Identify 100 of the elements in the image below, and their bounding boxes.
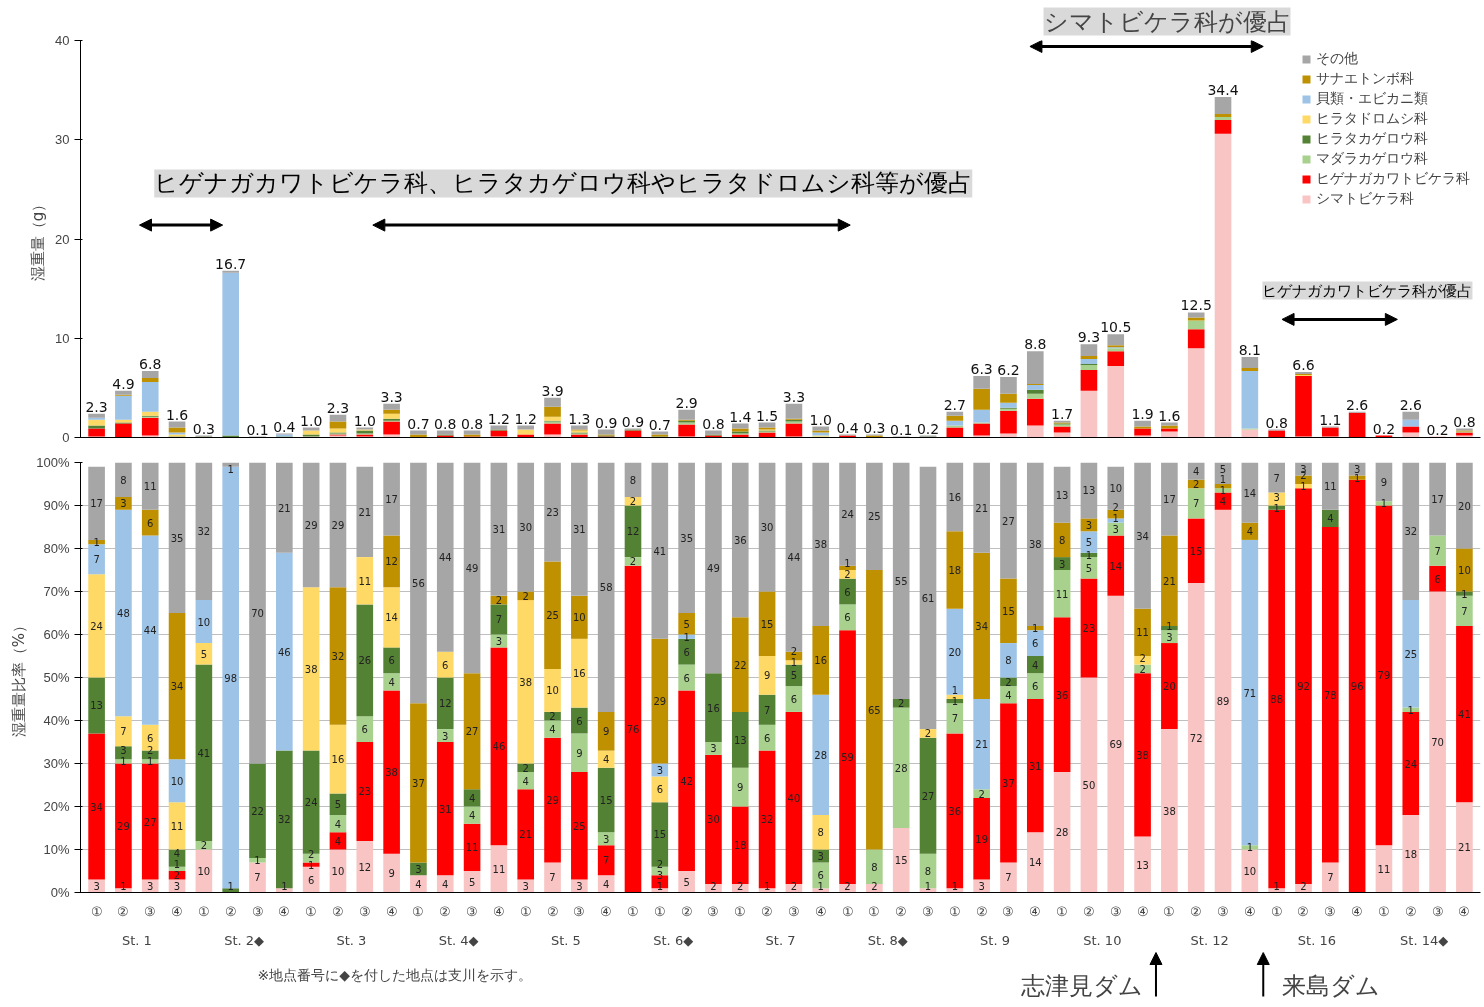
total-label: 1.9 (1131, 405, 1154, 422)
data-label: 27 (143, 816, 157, 828)
data-label: 28 (1055, 827, 1069, 839)
x-tick-label: ③ (1217, 903, 1230, 919)
data-label: 5 (200, 648, 208, 660)
data-label: 9 (602, 726, 610, 738)
data-label: 7 (1434, 545, 1441, 557)
data-label: 10 (331, 866, 345, 877)
total-label: 2.3 (85, 398, 108, 415)
data-label: 4 (442, 878, 449, 890)
data-label: 44 (787, 552, 801, 564)
data-label: 78 (1323, 689, 1337, 701)
data-label: 69 (1109, 739, 1123, 751)
x-tick-label: ① (653, 903, 666, 919)
data-label: 42 (680, 775, 693, 787)
text: St. 14◆ (1400, 932, 1449, 948)
x-tick-label: ③ (707, 903, 720, 919)
data-label: 3 (656, 764, 663, 776)
x-tick-label: ① (1163, 903, 1176, 919)
data-label: 55 (894, 575, 908, 587)
text: St. 12 (1190, 932, 1229, 948)
x-tick-label: ④ (1029, 903, 1042, 919)
total-label: 1.7 (1050, 405, 1074, 422)
data-label: 2 (307, 848, 315, 860)
x-tick-label: ① (841, 903, 854, 919)
data-label: 2 (1005, 676, 1012, 688)
data-label: 1 (1273, 880, 1280, 892)
data-label: 32 (1404, 526, 1418, 538)
data-label: 58 (599, 582, 613, 594)
x-tick-label: ① (412, 903, 425, 919)
y-tick-label: 50% (43, 670, 70, 685)
data-label: 5 (1085, 562, 1093, 574)
data-label: 6 (361, 724, 368, 736)
data-label: 7 (549, 872, 556, 884)
x-tick-label: ③ (1109, 903, 1122, 919)
y-tick-label: 100% (36, 455, 70, 470)
data-label: 2 (549, 711, 556, 723)
data-label: 8 (871, 861, 878, 873)
text: St. 7 (765, 932, 796, 948)
data-label: 25 (546, 610, 559, 622)
text: 来島ダム (1282, 971, 1381, 1000)
y-tick-label: 80% (43, 541, 70, 556)
x-tick-label: ④ (385, 903, 398, 919)
total-label: 6.8 (139, 356, 162, 372)
x-tick-label: ③ (251, 903, 264, 919)
data-label: 34 (975, 620, 989, 632)
data-label: 2 (1139, 663, 1146, 675)
x-tick-label: ① (519, 903, 532, 919)
data-label: 15 (599, 795, 613, 807)
data-label: 24 (1404, 758, 1418, 770)
data-label: 13 (733, 734, 747, 746)
data-label: 13 (1055, 489, 1069, 501)
y-tick-label: 60% (43, 627, 70, 642)
data-label: 89 (1216, 696, 1230, 708)
data-label: 7 (763, 704, 771, 716)
data-label: 92 (1297, 681, 1310, 693)
data-label: 2 (1300, 470, 1307, 482)
total-label: 0.1 (890, 421, 913, 438)
data-label: 1 (817, 880, 824, 892)
total-label: 0.8 (702, 415, 725, 432)
data-label: 10 (572, 612, 586, 624)
data-label: 7 (1461, 605, 1468, 617)
x-tick-label: ③ (358, 903, 371, 919)
total-label: 0.2 (1426, 421, 1449, 438)
data-label: 1 (790, 657, 798, 669)
data-label: 30 (760, 522, 774, 533)
data-label: 10 (1243, 866, 1257, 877)
data-label: 25 (1404, 648, 1418, 660)
data-label: 2 (495, 595, 503, 607)
data-label: 1 (254, 855, 261, 867)
data-label: 4 (549, 724, 556, 736)
data-label: 3 (522, 880, 529, 892)
data-label: 1 (1219, 474, 1227, 486)
data-label: 7 (1273, 472, 1280, 484)
data-label: 17 (1163, 494, 1176, 506)
data-label: 1 (281, 880, 288, 892)
y-tick-label: 70% (43, 584, 70, 599)
data-label: 10 (1458, 565, 1471, 576)
total-label: 2.6 (1346, 396, 1369, 413)
x-tick-label: ③ (1324, 903, 1337, 919)
total-label: 2.9 (675, 394, 698, 411)
data-label: 3 (147, 880, 154, 892)
data-label: 24 (90, 620, 103, 632)
data-label: 70 (251, 608, 264, 619)
data-label: 2 (656, 858, 663, 870)
data-label: 1 (1407, 704, 1414, 716)
data-label: 10 (170, 775, 184, 787)
data-label: 4 (334, 818, 342, 830)
data-label: 3 (120, 498, 127, 510)
y-tick-label: 40% (43, 713, 70, 728)
data-label: 1 (93, 537, 100, 549)
data-label: 41 (1458, 709, 1471, 721)
data-label: 34 (90, 801, 103, 813)
data-label: 23 (546, 506, 559, 518)
total-label: 1.2 (514, 410, 537, 427)
data-label: 1 (1032, 623, 1039, 635)
data-label: 44 (438, 552, 452, 564)
legend-label: ヒラタドロムシ科 (1316, 110, 1428, 128)
data-label: 6 (1032, 638, 1039, 650)
total-label: 0.8 (1265, 414, 1288, 431)
